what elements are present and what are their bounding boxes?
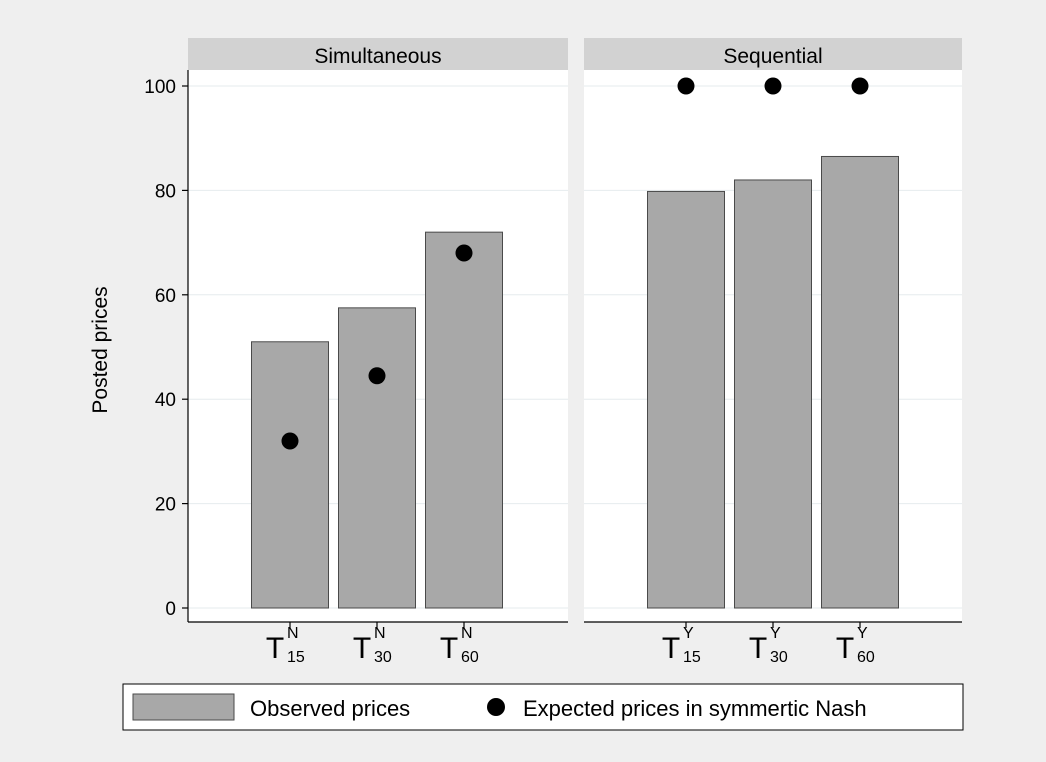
legend-dot-swatch [487, 698, 505, 716]
expected-point [455, 244, 473, 262]
x-tick-label-sup: N [287, 625, 299, 642]
x-tick-label-sup: Y [683, 625, 694, 642]
bar [734, 179, 812, 609]
x-tick-label-sup: N [461, 625, 473, 642]
legend: Observed prices Expected prices in symmer… [122, 683, 964, 731]
bar [425, 231, 503, 609]
legend-box [122, 683, 964, 731]
x-tick-label: T Y 30 [749, 625, 788, 666]
y-axis-label: Posted prices [89, 286, 112, 413]
y-tick-label: 60 [155, 286, 176, 307]
x-tick-label-base: T [836, 632, 854, 665]
x-tick-label-sub: 60 [857, 649, 875, 666]
expected-point [764, 77, 782, 95]
x-tick-label-sub: 30 [374, 649, 392, 666]
bar [338, 307, 416, 609]
x-tick-label-base: T [440, 632, 458, 665]
x-tick-label-sub: 30 [770, 649, 788, 666]
y-tick-label: 20 [155, 495, 176, 516]
x-tick-label-sub: 60 [461, 649, 479, 666]
x-tick-label-base: T [353, 632, 371, 665]
bar [251, 341, 329, 609]
y-tick-label: 0 [165, 599, 176, 620]
x-tick-label-sub: 15 [287, 649, 305, 666]
x-tick-label: T N 30 [353, 625, 392, 666]
panel-title: Sequential [723, 45, 822, 68]
bar [821, 155, 899, 609]
x-tick-label-sub: 15 [683, 649, 701, 666]
expected-point [851, 77, 869, 95]
panel-title-strip [584, 38, 962, 70]
expected-point [677, 77, 695, 95]
y-axis: 0 20 40 60 80 100 [144, 70, 189, 622]
x-tick-label-sup: N [374, 625, 386, 642]
legend-label-expected: Expected prices in symmertic Nash [523, 696, 867, 721]
expected-point [368, 367, 386, 385]
x-tick-label-sup: Y [770, 625, 781, 642]
panel-title-strip [188, 38, 568, 70]
y-tick-label: 100 [144, 77, 176, 98]
x-tick-label: T N 60 [440, 625, 479, 666]
y-tick-label: 40 [155, 390, 176, 411]
legend-label-observed: Observed prices [250, 696, 410, 721]
x-tick-label: T N 15 [266, 625, 305, 666]
expected-point [281, 432, 299, 450]
legend-bar-swatch [132, 693, 235, 721]
x-tick-label-sup: Y [857, 625, 868, 642]
bar [647, 190, 725, 609]
x-tick-label-base: T [266, 632, 284, 665]
x-tick-label-base: T [662, 632, 680, 665]
y-tick-label: 80 [155, 181, 176, 202]
panel-title: Simultaneous [314, 45, 441, 68]
x-tick-label: T Y 15 [662, 625, 701, 666]
x-tick-label-base: T [749, 632, 767, 665]
x-tick-label: T Y 60 [836, 625, 875, 666]
